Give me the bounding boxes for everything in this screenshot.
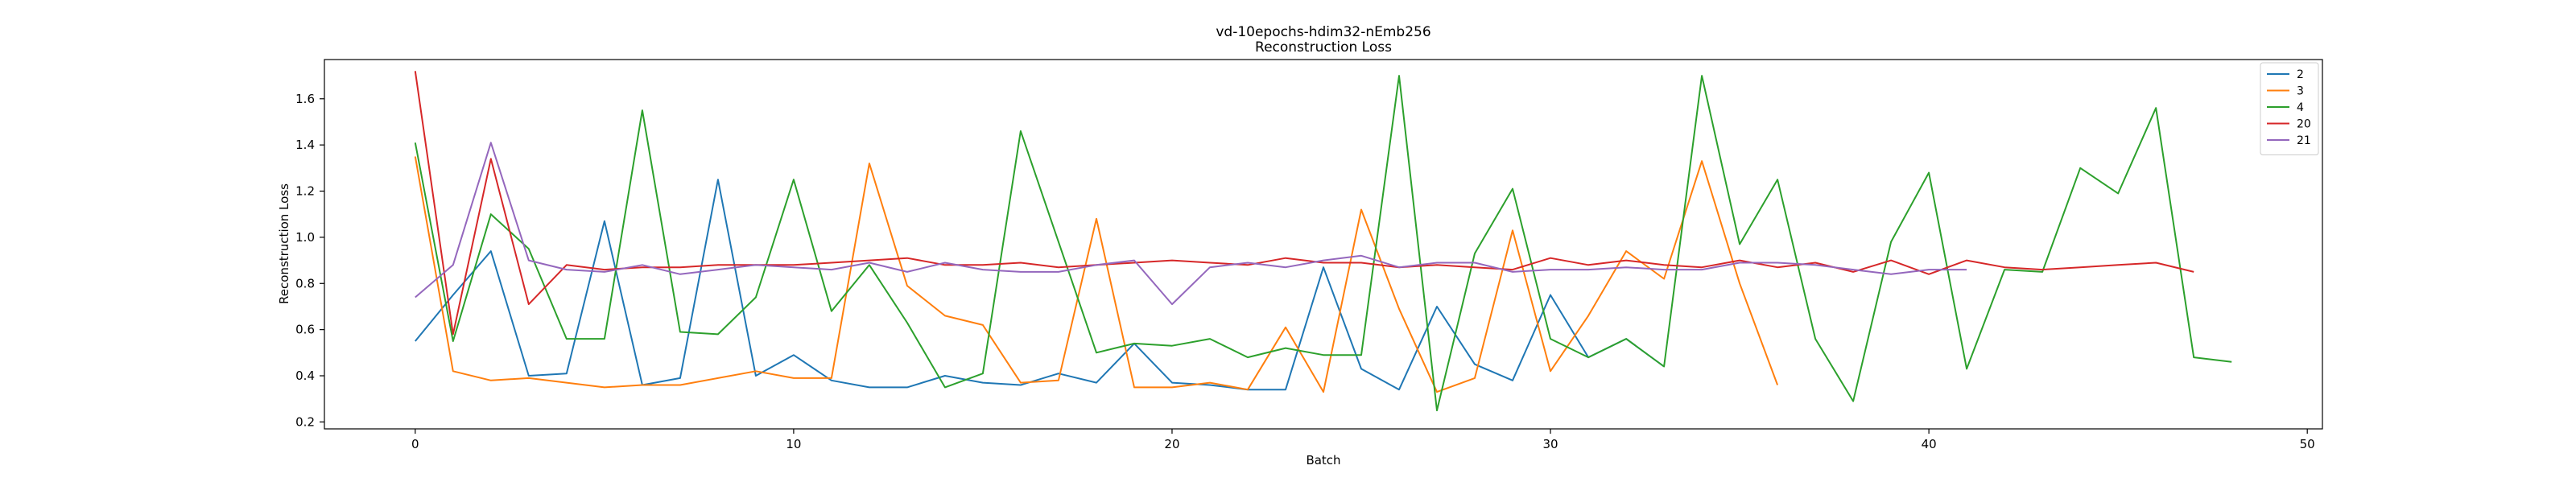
x-tick-label: 20 <box>1164 437 1179 451</box>
legend: 2 3 4 20 21 <box>2260 62 2319 155</box>
x-axis: 0 10 20 30 40 50 <box>411 429 2315 451</box>
series-lines <box>414 71 2232 412</box>
x-axis-label: Batch <box>1306 453 1340 467</box>
series-line-2 <box>415 179 1665 391</box>
legend-label-4: 4 <box>2297 101 2304 114</box>
y-tick-label: 0.8 <box>295 276 315 290</box>
y-tick-label: 0.2 <box>295 414 315 429</box>
y-axis-label: Reconstruction Loss <box>277 183 291 304</box>
chart-title: vd-10epochs-hdim32-nEmb256 <box>1216 24 1430 40</box>
y-axis: 0.2 0.4 0.6 0.8 1.0 1.2 1.4 1.6 <box>295 92 324 429</box>
y-tick-label: 0.6 <box>295 323 315 337</box>
chart-subtitle: Reconstruction Loss <box>1255 39 1392 56</box>
legend-label-20: 20 <box>2297 118 2311 131</box>
legend-label-3: 3 <box>2297 85 2304 98</box>
y-tick-label: 1.4 <box>295 138 315 152</box>
series-line-20 <box>414 71 2194 336</box>
x-tick-label: 10 <box>786 437 801 451</box>
series-line-21 <box>415 142 1967 306</box>
legend-box <box>2260 62 2319 155</box>
x-tick-label: 50 <box>2300 437 2315 451</box>
x-tick-label: 40 <box>1922 437 1937 451</box>
plot-area <box>324 59 2323 430</box>
x-tick-label: 0 <box>411 437 419 451</box>
y-tick-label: 1.0 <box>295 230 315 245</box>
legend-label-21: 21 <box>2297 134 2311 147</box>
series-line-4 <box>414 75 2232 412</box>
y-tick-label: 1.2 <box>295 184 315 199</box>
legend-label-2: 2 <box>2297 68 2304 81</box>
series-line-3 <box>414 156 1779 393</box>
y-tick-label: 0.4 <box>295 369 315 383</box>
x-tick-label: 30 <box>1542 437 1558 451</box>
y-tick-label: 1.6 <box>295 92 315 106</box>
